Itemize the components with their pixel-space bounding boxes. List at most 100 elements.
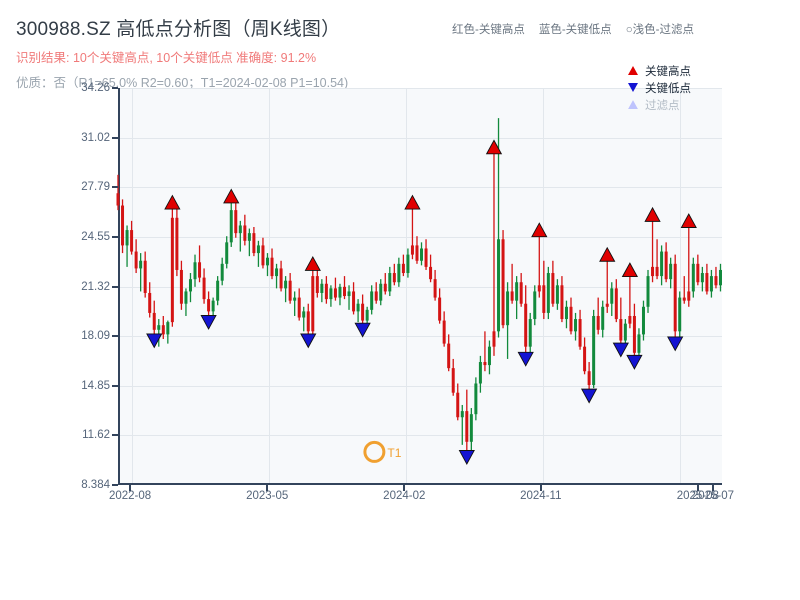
candlestick (433, 269, 437, 301)
candlestick (587, 362, 591, 390)
candlestick (646, 269, 650, 313)
candlestick-series: T1 (116, 118, 722, 465)
candlestick (265, 253, 269, 277)
candlestick (506, 282, 510, 359)
candlestick (714, 266, 718, 289)
candlestick (524, 285, 528, 353)
candlestick (718, 263, 722, 292)
legend-row-key-low: 关键低点 (628, 79, 691, 96)
candlestick (188, 273, 192, 303)
candlestick (247, 228, 251, 257)
candlestick (179, 260, 183, 310)
candlestick (687, 227, 691, 307)
candlestick (383, 273, 387, 295)
candlestick (551, 260, 555, 307)
candlestick (130, 220, 134, 255)
candlestick (379, 279, 383, 306)
y-axis: 34.26 31.02 27.79 24.55 21.32 18.09 14.85 11.62… (28, 0, 110, 600)
candlestick (143, 251, 147, 298)
candlestick (487, 340, 491, 375)
candlestick (370, 285, 374, 315)
candlestick (256, 240, 260, 267)
candlestick (148, 282, 152, 318)
candlestick (442, 311, 446, 347)
key-high-marker (680, 213, 697, 228)
candlestick (682, 276, 686, 304)
y-axis-tick (112, 285, 118, 288)
candlestick (166, 320, 170, 344)
candlestick (583, 337, 587, 375)
candlestick (125, 225, 129, 267)
candlestick (474, 377, 478, 421)
candlestick (478, 355, 482, 393)
y-axis-tick (112, 335, 118, 338)
key-high-marker (485, 139, 503, 155)
candlestick (234, 200, 238, 238)
candlestick (279, 260, 283, 292)
candlestick (456, 383, 460, 421)
candlestick (619, 297, 623, 344)
x-axis-tick-label: 2024-11 (520, 490, 562, 502)
top-legend-item-low: 蓝色-关键低点 (538, 24, 612, 36)
gridline-horizontal (120, 88, 722, 89)
candlestick (252, 227, 256, 257)
chart-legend: 关键高点 关键低点 过滤点 (628, 62, 691, 113)
triangle-up-icon (628, 66, 638, 75)
candlestick (564, 300, 568, 329)
candlestick (628, 276, 632, 329)
candlestick (116, 174, 120, 211)
candlestick (709, 269, 713, 298)
key-low-marker (580, 388, 598, 404)
key-high-marker (404, 194, 421, 210)
candlestick (193, 254, 197, 287)
quality-detail-text: 优质：否（R1=65.0% R2=0.60；T1=2024-02-08 P1=1… (16, 76, 349, 90)
candlestick (356, 299, 360, 323)
candlestick (546, 266, 550, 320)
candlestick (170, 208, 174, 327)
candlestick (338, 283, 342, 306)
candlestick (569, 297, 573, 335)
candlestick (460, 404, 464, 445)
gridline-vertical (679, 88, 681, 483)
candlestick (483, 331, 487, 372)
candlestick (306, 303, 310, 335)
key-high-marker (164, 194, 181, 210)
candlestick (406, 248, 410, 278)
gridline-horizontal (120, 286, 722, 288)
x-axis-tick-label: 2025-08 (676, 490, 719, 502)
candlestick (497, 118, 501, 338)
recognition-result-text: 识别结果: 10个关键高点, 10个关键低点 准确度: 91.2% (16, 51, 317, 65)
candlestick (302, 306, 306, 332)
top-legend-item-high: 红色-关键高点 (452, 24, 525, 36)
x-axis-tick (403, 485, 406, 491)
candlestick (329, 285, 333, 307)
candlestick (361, 294, 365, 324)
candlestick (651, 220, 655, 283)
x-axis-tick (539, 485, 542, 491)
gridline-horizontal (120, 137, 722, 139)
candlestick (311, 269, 315, 335)
y-axis-tick (112, 235, 118, 238)
candlestick (388, 266, 392, 297)
candlestick (320, 279, 324, 303)
key-high-marker (304, 256, 321, 271)
candlestick (678, 291, 682, 338)
candlestick (664, 242, 668, 283)
x-axis-tick-label: 2025-07 (691, 490, 735, 502)
key-high-marker (531, 222, 548, 238)
y-axis-tick (112, 136, 118, 139)
page-title: 300988.SZ 高低点分析图（周K线图） (16, 19, 341, 40)
candlestick (533, 285, 537, 326)
candlestick (669, 257, 673, 289)
candlestick (401, 254, 405, 277)
key-low-marker (300, 333, 317, 349)
key-high-marker (223, 188, 240, 204)
candlestick (469, 408, 473, 455)
annotation-ring-t1 (363, 440, 386, 463)
key-high-marker (644, 206, 661, 222)
candlestick (288, 273, 292, 304)
candlestick (225, 236, 229, 269)
candlestick (121, 199, 125, 254)
candlestick (374, 282, 378, 304)
